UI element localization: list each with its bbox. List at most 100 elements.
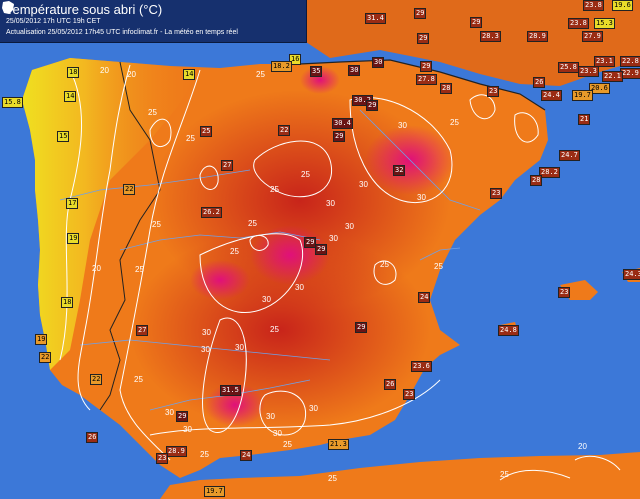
station-label: 29: [333, 131, 346, 142]
station-label: 29: [420, 61, 433, 72]
station-label: 18: [67, 67, 80, 78]
isotherm-label: 25: [152, 220, 161, 229]
station-label: 32: [393, 165, 406, 176]
station-label: 20.6: [589, 83, 610, 94]
station-label: 22.8: [620, 56, 640, 67]
station-label: 26: [384, 379, 397, 390]
station-label: 23: [403, 389, 416, 400]
station-label: 31.5: [220, 385, 241, 396]
isotherm-label: 25: [186, 134, 195, 143]
station-label: 19: [67, 233, 80, 244]
station-label: 24.8: [498, 325, 519, 336]
station-label: 30: [348, 65, 361, 76]
station-label: 18: [61, 297, 74, 308]
isotherm-label: 25: [434, 262, 443, 271]
isotherm-label: 30: [165, 408, 174, 417]
station-label: 19: [35, 334, 48, 345]
station-label: 29: [414, 8, 427, 19]
isotherm-label: 30: [202, 328, 211, 337]
station-label: 22: [278, 125, 291, 136]
station-label: 22: [123, 184, 136, 195]
isotherm-label: 30: [273, 429, 282, 438]
station-label: 19.6: [612, 0, 633, 11]
station-label: 35: [310, 66, 323, 77]
station-label: 27.8: [416, 74, 437, 85]
station-label: 29: [417, 33, 430, 44]
isotherm-label: 30: [262, 295, 271, 304]
isotherm-label: 30: [266, 412, 275, 421]
isotherm-label: 25: [328, 474, 337, 483]
spain-portugal-border: [99, 61, 161, 411]
station-label: 27: [136, 325, 149, 336]
station-label: 26: [533, 77, 546, 88]
observation-time: 25/05/2012 17h UTC 19h CET: [6, 18, 101, 25]
france-land: [306, 0, 640, 86]
isotherm-label: 30: [201, 345, 210, 354]
station-label: 29: [315, 244, 328, 255]
station-label: 23: [490, 188, 503, 199]
isotherm-label: 25: [230, 247, 239, 256]
station-label: 28.9: [166, 446, 187, 457]
isotherm-label: 25: [450, 118, 459, 127]
station-label: 21: [578, 114, 591, 125]
station-label: 23: [156, 453, 169, 464]
station-label: 30: [372, 57, 385, 68]
map-header: Température sous abri (°C) 25/05/2012 17…: [0, 0, 307, 43]
station-label: 27: [221, 160, 234, 171]
station-label: 19.7: [572, 90, 593, 101]
station-label: 23.8: [568, 18, 589, 29]
update-line: Actualisation 25/05/2012 17h45 UTC infoc…: [6, 29, 238, 36]
isotherm-label: 25: [200, 450, 209, 459]
isotherm-label: 30: [295, 283, 304, 292]
station-label: 24.3: [623, 269, 640, 280]
isotherm-label: 25: [500, 470, 509, 479]
station-label: 14: [64, 91, 77, 102]
station-label: 25.8: [558, 62, 579, 73]
station-label: 28.3: [480, 31, 501, 42]
isotherm-label: 25: [135, 265, 144, 274]
station-label: 27.9: [582, 31, 603, 42]
station-label: 28.9: [527, 31, 548, 42]
isotherm-label: 25: [248, 219, 257, 228]
africa-land: [160, 452, 640, 499]
isotherm-label: 30: [359, 180, 368, 189]
station-label: 15: [57, 131, 70, 142]
west-hotspot: [190, 260, 250, 300]
isotherm-label: 30: [235, 343, 244, 352]
isotherm-label: 30: [309, 404, 318, 413]
station-label: 28: [440, 83, 453, 94]
isotherm-label: 25: [270, 185, 279, 194]
station-label: 28: [530, 175, 543, 186]
station-label: 23.8: [583, 0, 604, 11]
isotherm-label: 25: [148, 108, 157, 117]
isotherm-label: 25: [283, 440, 292, 449]
station-label: 19.7: [204, 486, 225, 497]
station-label: 29: [355, 322, 368, 333]
isotherm-label: 25: [134, 375, 143, 384]
station-label: 29: [470, 17, 483, 28]
isotherm-label: 25: [380, 260, 389, 269]
isotherm-label: 25: [270, 325, 279, 334]
isotherm-label: 30: [417, 193, 426, 202]
station-label: 17: [66, 198, 79, 209]
station-label: 22.1: [602, 71, 623, 82]
station-label: 22.9: [620, 68, 640, 79]
station-label: 21.3: [328, 439, 349, 450]
station-label: 24: [418, 292, 431, 303]
france-spain-border: [299, 59, 546, 111]
station-label: 25: [200, 126, 213, 137]
station-label: 18.2: [271, 61, 292, 72]
station-label: 23.1: [594, 56, 615, 67]
isotherm-label: 20: [578, 442, 587, 451]
station-label: 26.2: [201, 207, 222, 218]
france-logo-icon: [2, 1, 14, 14]
map-title: Température sous abri (°C): [6, 2, 163, 17]
isotherm-label: 25: [301, 170, 310, 179]
isotherm-label: 20: [92, 264, 101, 273]
station-label: 15.3: [594, 18, 615, 29]
isotherm-label: 30: [398, 121, 407, 130]
station-label: 29: [304, 237, 317, 248]
station-label: 29: [366, 100, 379, 111]
station-label: 29: [176, 411, 189, 422]
